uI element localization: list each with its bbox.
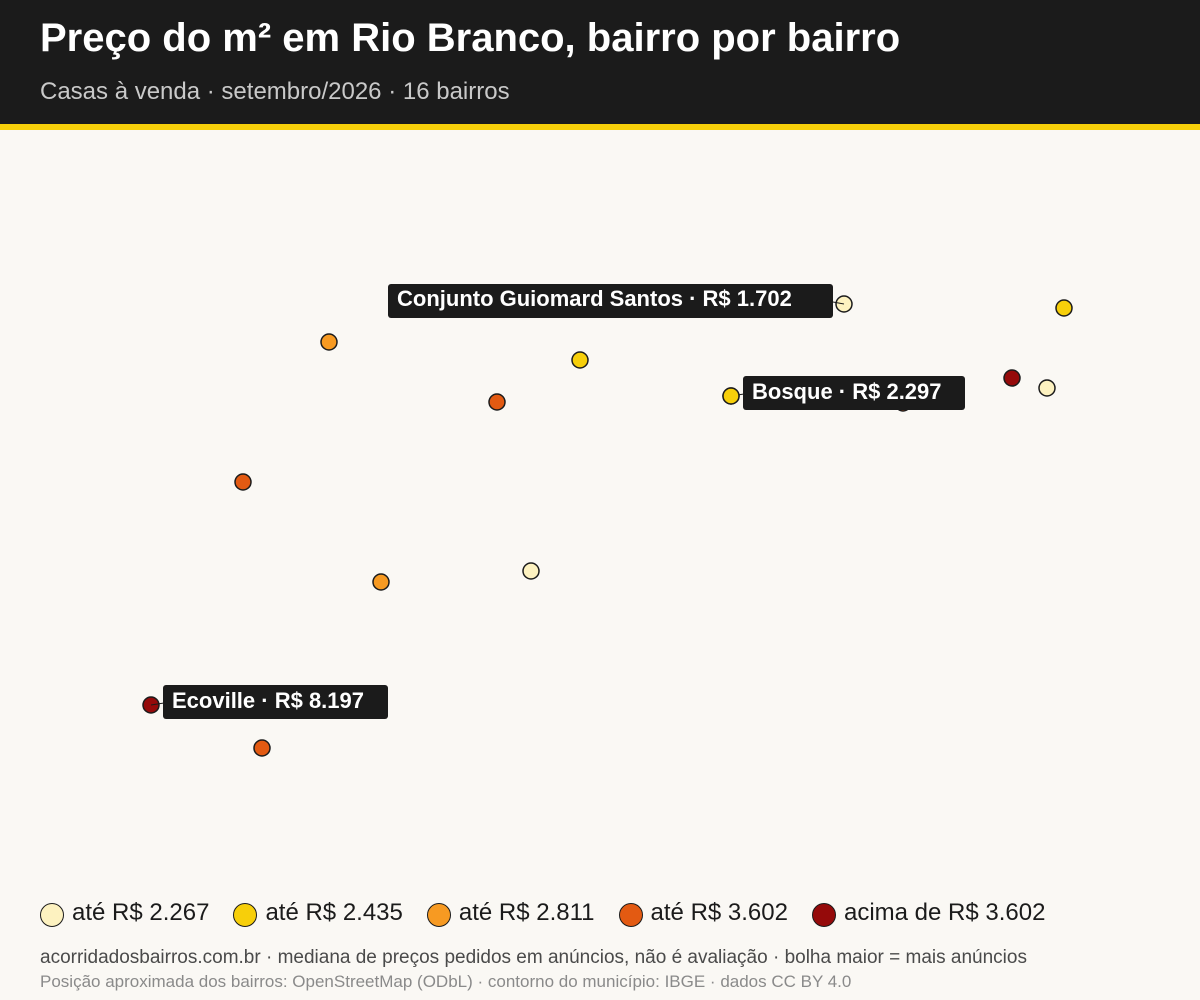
callout-label: Bosque · R$ 2.297 (752, 379, 942, 404)
legend-item: até R$ 2.435 (233, 899, 403, 927)
neighborhood-point (234, 473, 252, 491)
legend-label: até R$ 3.602 (650, 899, 788, 926)
neighborhood-point (253, 739, 271, 757)
callout-label: Conjunto Guiomard Santos · R$ 1.702 (397, 286, 792, 311)
legend-item: até R$ 2.267 (40, 899, 209, 927)
legend-item: acima de R$ 3.602 (811, 899, 1046, 927)
neighborhood-point (488, 393, 506, 411)
source-note: acorridadosbairros.com.br · mediana de p… (40, 947, 1027, 968)
legend-swatch (233, 903, 258, 927)
neighborhood-point (320, 333, 338, 351)
neighborhood-point (522, 562, 540, 580)
credits-note: Posição aproximada dos bairros: OpenStre… (40, 972, 852, 991)
neighborhood-point (722, 387, 740, 405)
header: Preço do m² em Rio Branco, bairro por ba… (0, 0, 1200, 124)
legend-label: até R$ 2.811 (458, 899, 595, 926)
neighborhood-point (1003, 369, 1021, 387)
neighborhood-point (571, 351, 589, 369)
legend-label: acima de R$ 3.602 (843, 899, 1046, 926)
legend-swatch (426, 903, 451, 927)
callout-label: Ecoville · R$ 8.197 (172, 688, 364, 713)
callout-box (388, 284, 833, 318)
neighborhood-callout: Ecoville · R$ 8.197 (150, 685, 388, 719)
neighborhood-map: Conjunto Guiomard Santos · R$ 1.702 Bosqu… (142, 284, 1073, 757)
accent-bar (0, 124, 1200, 130)
page-subtitle: Casas à venda · setembro/2026 · 16 bairr… (40, 78, 510, 105)
neighborhood-callout: Bosque · R$ 2.297 (730, 376, 965, 410)
page-title: Preço do m² em Rio Branco, bairro por ba… (40, 16, 901, 60)
legend-item: até R$ 2.811 (426, 899, 595, 927)
neighborhood-point (372, 573, 390, 591)
callout-leader (832, 301, 845, 305)
legend-swatch (811, 903, 836, 927)
callout-leader (150, 702, 165, 706)
legend-item: até R$ 3.602 (618, 899, 788, 927)
neighborhood-callout: Conjunto Guiomard Santos · R$ 1.702 (388, 284, 845, 318)
legend-swatch (618, 903, 643, 927)
neighborhood-point (1055, 299, 1073, 317)
legend-label: até R$ 2.435 (265, 899, 403, 926)
callout-box (163, 685, 388, 719)
neighborhood-point (1038, 379, 1056, 397)
legend-label: até R$ 2.267 (72, 899, 210, 926)
callout-box (743, 376, 965, 410)
legend-swatch (40, 903, 64, 927)
legend: até R$ 2.267 até R$ 2.435 até R$ 2.811 a… (40, 896, 1069, 930)
